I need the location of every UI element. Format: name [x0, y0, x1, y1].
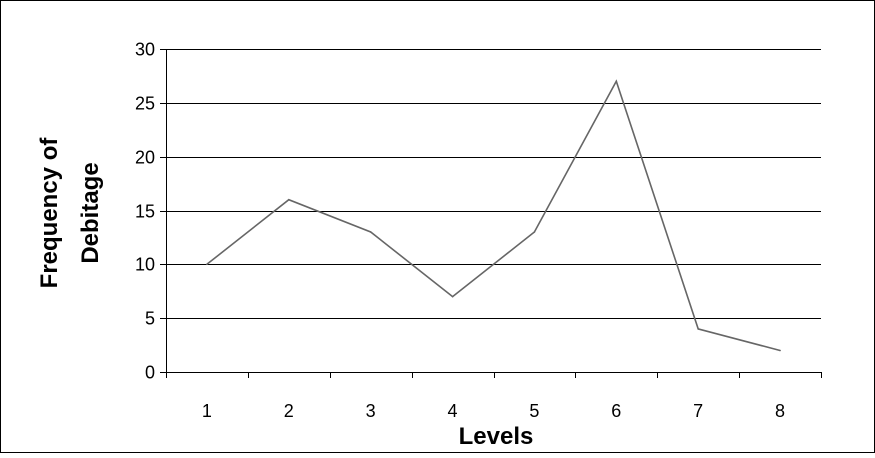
- y-tick-labels: 0 5 10 15 20 25 30: [135, 40, 155, 383]
- data-point: [533, 231, 536, 233]
- y-tick-label: 5: [145, 309, 155, 329]
- data-point: [369, 231, 372, 233]
- y-tick-label: 25: [135, 94, 155, 114]
- y-tick-label: 10: [135, 255, 155, 275]
- data-point: [288, 198, 290, 201]
- data-point: [779, 349, 781, 352]
- data-point: [451, 295, 454, 298]
- x-tick-label: 3: [366, 401, 376, 421]
- gridlines: [166, 49, 821, 319]
- x-tick-label: 5: [529, 401, 539, 421]
- x-tick-label: 1: [202, 401, 212, 421]
- x-tick-label: 2: [284, 401, 294, 421]
- x-tick-label: 6: [611, 401, 621, 421]
- data-point: [206, 263, 208, 266]
- y-tick-label: 30: [135, 40, 155, 60]
- y-axis-title-line-2: Debitage: [77, 162, 104, 263]
- data-point: [615, 80, 618, 83]
- series: [206, 79, 781, 352]
- x-tick-label: 4: [448, 401, 458, 421]
- y-tick-label: 15: [135, 202, 155, 222]
- data-point: [697, 328, 699, 330]
- series-line: [206, 79, 781, 352]
- x-tick-label: 8: [775, 401, 785, 421]
- y-tick-label: 0: [145, 363, 155, 383]
- y-axis-title-line-1: Frequency of: [36, 137, 63, 289]
- axes: [160, 49, 822, 378]
- x-tick-label: 7: [693, 401, 703, 421]
- x-tick-labels: 1 2 3 4 5 6 7 8: [202, 401, 785, 421]
- y-tick-label: 20: [135, 148, 155, 168]
- x-axis-title: Levels: [459, 423, 534, 450]
